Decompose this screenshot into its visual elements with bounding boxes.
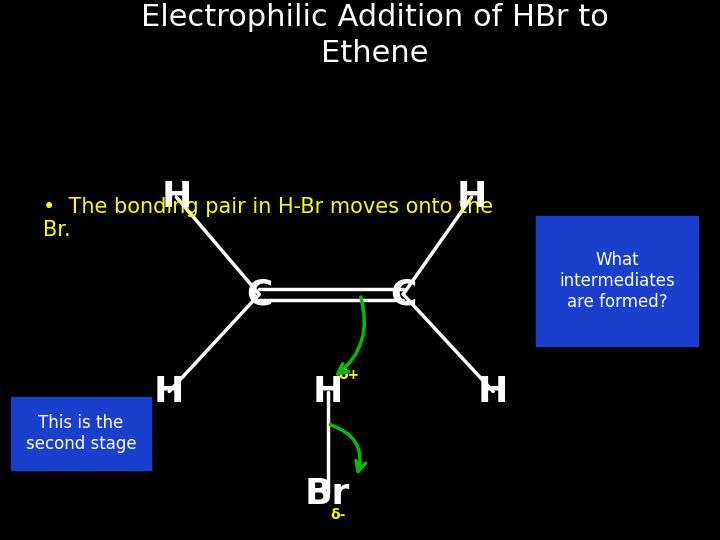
FancyArrowPatch shape: [338, 297, 364, 374]
Text: C: C: [390, 278, 416, 311]
Text: H: H: [161, 180, 192, 214]
Text: What
intermediates
are formed?: What intermediates are formed?: [559, 251, 675, 310]
Text: H: H: [154, 375, 184, 408]
Text: Electrophilic Addition of HBr to
Ethene: Electrophilic Addition of HBr to Ethene: [140, 3, 608, 68]
FancyArrowPatch shape: [330, 425, 366, 471]
Text: This is the
second stage: This is the second stage: [26, 414, 136, 453]
Text: H: H: [478, 375, 508, 408]
Text: H: H: [312, 375, 343, 408]
Text: δ+: δ+: [338, 368, 360, 382]
FancyBboxPatch shape: [536, 216, 698, 346]
Text: •  The bonding pair in H-Br moves onto the
Br.: • The bonding pair in H-Br moves onto th…: [43, 197, 493, 240]
Text: Br: Br: [305, 477, 351, 511]
Text: H: H: [456, 180, 487, 214]
Text: δ-: δ-: [330, 508, 346, 522]
Text: C: C: [246, 278, 272, 311]
FancyBboxPatch shape: [11, 397, 151, 470]
